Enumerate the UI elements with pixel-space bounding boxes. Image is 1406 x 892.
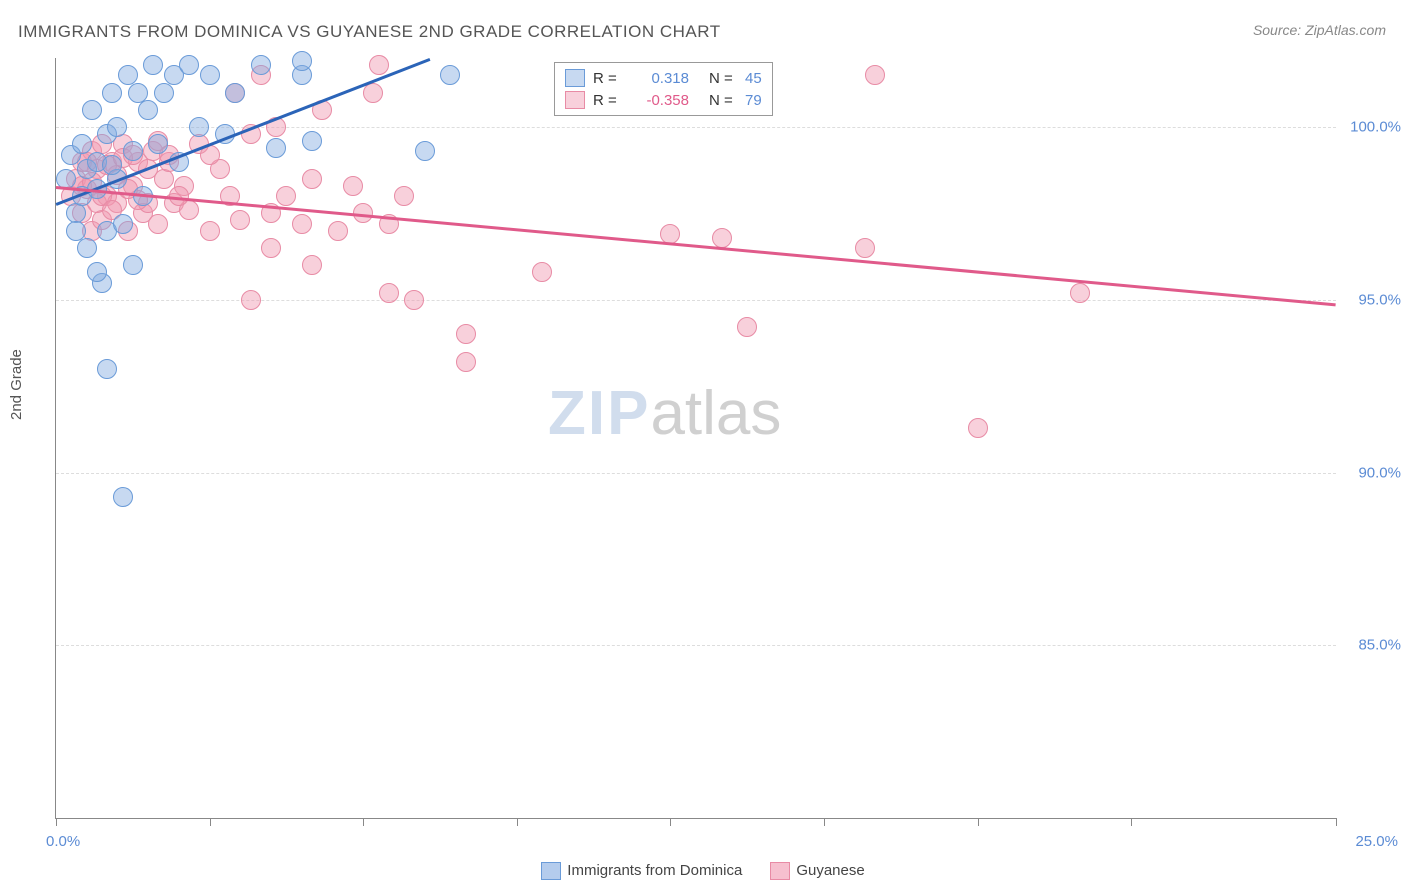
scatter-point <box>1070 283 1090 303</box>
scatter-point <box>712 228 732 248</box>
scatter-point <box>855 238 875 258</box>
scatter-point <box>82 100 102 120</box>
series-legend: Immigrants from Dominica Guyanese <box>0 862 1406 880</box>
legend-n-label: N = <box>709 92 737 109</box>
scatter-point <box>292 214 312 234</box>
scatter-point <box>865 65 885 85</box>
y-tick-label: 100.0% <box>1350 119 1401 136</box>
gridline <box>56 473 1336 474</box>
legend-r-value: 0.318 <box>629 70 689 87</box>
watermark-zip: ZIP <box>548 379 650 448</box>
legend-label: Immigrants from Dominica <box>567 862 742 879</box>
scatter-point <box>241 290 261 310</box>
scatter-point <box>225 83 245 103</box>
legend-label: Guyanese <box>796 862 864 879</box>
correlation-legend: R = 0.318 N = 45 R = -0.358 N = 79 <box>554 62 773 116</box>
scatter-point <box>302 169 322 189</box>
scatter-point <box>302 131 322 151</box>
scatter-point <box>123 141 143 161</box>
scatter-point <box>276 186 296 206</box>
scatter-point <box>102 155 122 175</box>
scatter-point <box>968 418 988 438</box>
scatter-point <box>179 55 199 75</box>
scatter-point <box>394 186 414 206</box>
legend-swatch <box>565 69 585 87</box>
scatter-point <box>369 55 389 75</box>
scatter-point <box>97 359 117 379</box>
scatter-point <box>154 169 174 189</box>
scatter-point <box>456 352 476 372</box>
scatter-point <box>292 51 312 71</box>
scatter-point <box>87 262 107 282</box>
scatter-point <box>343 176 363 196</box>
x-tick <box>1131 818 1132 826</box>
legend-swatch <box>770 862 790 880</box>
scatter-point <box>266 138 286 158</box>
scatter-point <box>107 117 127 137</box>
scatter-point <box>189 117 209 137</box>
x-tick-label-max: 25.0% <box>1355 833 1398 850</box>
y-tick-label: 85.0% <box>1358 637 1401 654</box>
scatter-point <box>456 324 476 344</box>
scatter-point <box>440 65 460 85</box>
scatter-point <box>102 83 122 103</box>
scatter-point <box>154 83 174 103</box>
legend-item: Immigrants from Dominica <box>541 862 742 879</box>
scatter-point <box>379 283 399 303</box>
scatter-point <box>363 83 383 103</box>
source-attribution: Source: ZipAtlas.com <box>1253 22 1386 38</box>
scatter-point <box>77 238 97 258</box>
scatter-point <box>113 487 133 507</box>
scatter-point <box>138 100 158 120</box>
scatter-point <box>143 55 163 75</box>
trend-line <box>56 186 1336 306</box>
scatter-point <box>251 55 271 75</box>
x-tick-label-min: 0.0% <box>46 833 80 850</box>
scatter-point <box>113 214 133 234</box>
scatter-point <box>72 134 92 154</box>
legend-n-label: N = <box>709 70 737 87</box>
scatter-point <box>123 255 143 275</box>
legend-swatch <box>565 91 585 109</box>
x-tick <box>56 818 57 826</box>
scatter-point <box>200 221 220 241</box>
scatter-point <box>66 221 86 241</box>
x-tick <box>363 818 364 826</box>
legend-item: Guyanese <box>770 862 864 879</box>
watermark: ZIPatlas <box>548 378 781 449</box>
scatter-point <box>148 134 168 154</box>
scatter-point <box>328 221 348 241</box>
scatter-point <box>404 290 424 310</box>
scatter-point <box>532 262 552 282</box>
x-tick <box>1336 818 1337 826</box>
chart-title: IMMIGRANTS FROM DOMINICA VS GUYANESE 2ND… <box>18 22 721 42</box>
legend-row: R = -0.358 N = 79 <box>565 89 762 111</box>
legend-n-value: 79 <box>745 92 762 109</box>
x-tick <box>670 818 671 826</box>
scatter-point <box>737 317 757 337</box>
scatter-point <box>200 65 220 85</box>
scatter-point <box>230 210 250 230</box>
x-tick <box>210 818 211 826</box>
y-tick-label: 95.0% <box>1358 291 1401 308</box>
scatter-point <box>415 141 435 161</box>
watermark-atlas: atlas <box>650 379 781 448</box>
y-tick-label: 90.0% <box>1358 464 1401 481</box>
legend-r-label: R = <box>593 92 621 109</box>
x-tick <box>824 818 825 826</box>
x-tick <box>978 818 979 826</box>
y-axis-label: 2nd Grade <box>8 349 25 420</box>
scatter-point <box>261 238 281 258</box>
gridline <box>56 645 1336 646</box>
x-tick <box>517 818 518 826</box>
legend-swatch <box>541 862 561 880</box>
legend-n-value: 45 <box>745 70 762 87</box>
legend-row: R = 0.318 N = 45 <box>565 67 762 89</box>
legend-r-label: R = <box>593 70 621 87</box>
scatter-point <box>148 214 168 234</box>
scatter-point <box>302 255 322 275</box>
legend-r-value: -0.358 <box>629 92 689 109</box>
